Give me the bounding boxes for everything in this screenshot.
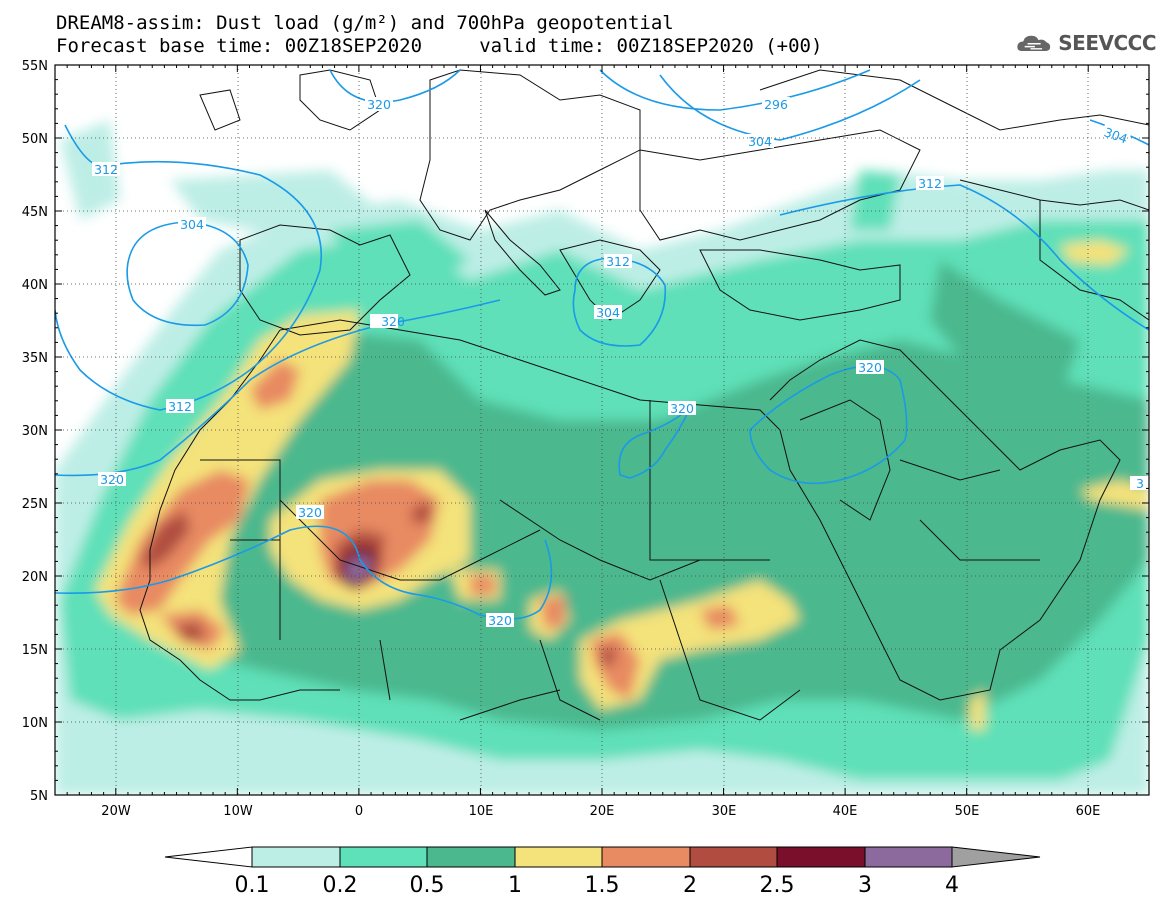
longitude-labels: 20W 10W 0 10E 20E 30E 40E 50E 60E bbox=[101, 804, 1100, 819]
dust-band-1.5 bbox=[115, 470, 250, 615]
dust-band-3 bbox=[345, 555, 372, 582]
coastlines bbox=[139, 69, 1149, 721]
contour-312-west bbox=[55, 124, 322, 411]
colorbar-labels: 0.1 0.2 0.5 1 1.5 2 2.5 3 4 bbox=[235, 873, 960, 898]
colorbar-bin bbox=[514, 846, 603, 868]
colorbar-under-arrow bbox=[164, 846, 253, 868]
geopotential-contours bbox=[55, 69, 1149, 620]
latitude-labels: 55N 50N 45N 40N 35N 30N 25N 20N 15N 10N … bbox=[22, 59, 48, 804]
colorbar-tick-label: 2.5 bbox=[760, 873, 795, 898]
lon-label: 40E bbox=[833, 804, 858, 819]
lat-label: 30N bbox=[22, 424, 48, 439]
lon-label: 60E bbox=[1076, 804, 1101, 819]
lat-label: 40N bbox=[22, 278, 48, 293]
colorbar-tick-label: 0.5 bbox=[410, 873, 445, 898]
colorbar-bin bbox=[864, 846, 953, 868]
map-subtitle: Forecast base time: 00Z18SEP2020 valid t… bbox=[56, 35, 823, 57]
dust-band-2 bbox=[140, 510, 190, 570]
lon-label: 20W bbox=[101, 804, 131, 819]
seevccc-logo: SEEVCCC bbox=[1016, 26, 1156, 60]
lat-label: 15N bbox=[22, 643, 48, 658]
colorbar-tick-label: 1 bbox=[508, 873, 522, 898]
axis-ticks bbox=[54, 64, 1150, 796]
lon-label: 30E bbox=[712, 804, 737, 819]
lat-label: 45N bbox=[22, 205, 48, 220]
colorbar-tick-label: 2 bbox=[683, 873, 697, 898]
logo-text: SEEVCCC bbox=[1058, 31, 1156, 55]
lat-label: 20N bbox=[22, 570, 48, 585]
contour-label: 320 bbox=[381, 314, 405, 329]
map-title: DREAM8-assim: Dust load (g/m²) and 700hP… bbox=[56, 12, 674, 34]
contour-label: 304 bbox=[748, 134, 772, 149]
contour-label: 312 bbox=[94, 162, 118, 177]
contour-312-north bbox=[779, 184, 1149, 331]
contour-label: 304 bbox=[596, 305, 620, 320]
colorbar-bin bbox=[776, 846, 866, 868]
contour-320-sahara bbox=[55, 525, 553, 620]
colorbar-tick-label: 0.2 bbox=[323, 873, 358, 898]
colorbar-bin bbox=[339, 846, 428, 868]
colorbar bbox=[164, 846, 1041, 868]
colorbar-tick-label: 4 bbox=[945, 873, 959, 898]
lat-label: 5N bbox=[30, 789, 48, 804]
contour-label: 320 bbox=[670, 401, 694, 416]
contour-label: 320 bbox=[367, 97, 391, 112]
contour-label: 304 bbox=[180, 217, 204, 232]
colorbar-tick-label: 0.1 bbox=[235, 873, 270, 898]
dust-band-0.5 bbox=[110, 330, 1149, 730]
lon-label: 20E bbox=[590, 804, 615, 819]
contour-304-north bbox=[659, 74, 921, 141]
lon-label: 10E bbox=[469, 804, 494, 819]
contour-320-med bbox=[329, 69, 461, 103]
colorbar-over-arrow bbox=[951, 846, 1041, 868]
contour-label: 320 bbox=[858, 360, 882, 375]
colorbar-tick-label: 1.5 bbox=[585, 873, 620, 898]
contour-320-west bbox=[55, 299, 501, 477]
lat-label: 35N bbox=[22, 351, 48, 366]
contour-label: 312 bbox=[168, 399, 192, 414]
contour-label: 320 bbox=[298, 505, 322, 520]
colorbar-bin bbox=[601, 846, 691, 868]
contour-label: 312 bbox=[918, 176, 942, 191]
lat-label: 50N bbox=[22, 132, 48, 147]
lat-label: 25N bbox=[22, 497, 48, 512]
colorbar-bin bbox=[426, 846, 516, 868]
contour-label: 3 bbox=[1136, 476, 1144, 491]
cloud-logo-icon bbox=[1017, 35, 1051, 51]
lat-label: 10N bbox=[22, 716, 48, 731]
lon-label: 50E bbox=[955, 804, 980, 819]
contour-320-east bbox=[749, 365, 908, 485]
colorbar-tick-label: 3 bbox=[858, 873, 872, 898]
colorbar-bin bbox=[251, 846, 341, 868]
lon-label: 10W bbox=[223, 804, 253, 819]
colorbar-bin bbox=[689, 846, 778, 868]
contour-label: 320 bbox=[100, 472, 124, 487]
lat-label: 55N bbox=[22, 59, 48, 74]
lon-label: 0 bbox=[355, 804, 363, 819]
contour-label: 320 bbox=[488, 613, 512, 628]
contour-label: 296 bbox=[764, 97, 788, 112]
contour-labels: 320 312 304 312 320 320 320 296 304 312 … bbox=[92, 97, 1149, 628]
grid-lines bbox=[55, 65, 1149, 795]
contour-296 bbox=[599, 69, 871, 111]
contour-label: 312 bbox=[606, 254, 630, 269]
